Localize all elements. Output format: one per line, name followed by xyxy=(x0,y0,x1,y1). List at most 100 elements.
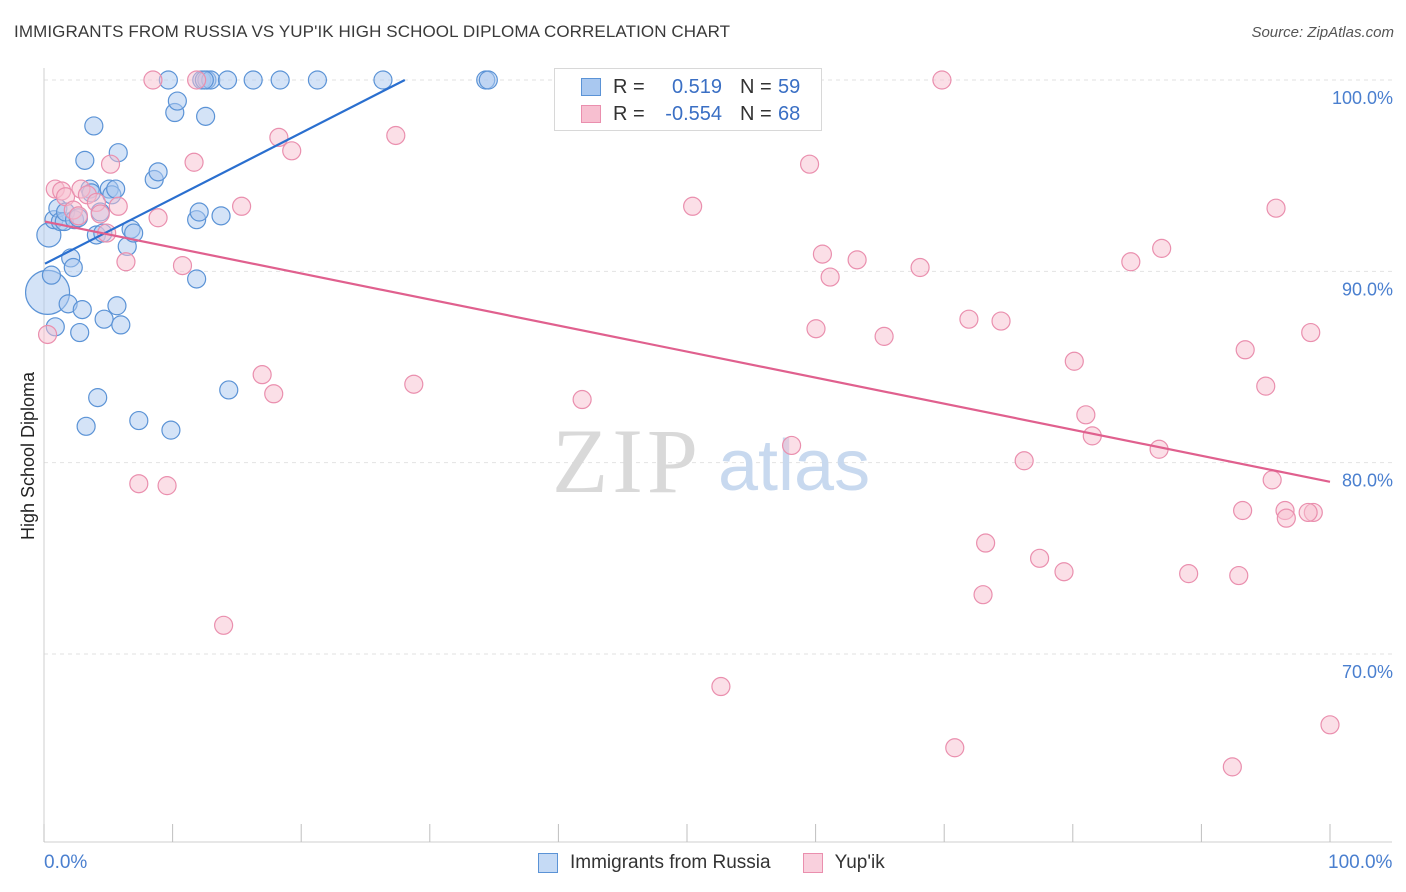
data-point xyxy=(129,474,149,494)
data-point xyxy=(70,322,90,343)
data-point xyxy=(75,150,95,170)
data-point xyxy=(214,615,234,635)
data-point xyxy=(386,125,406,146)
data-point xyxy=(243,70,263,90)
data-point xyxy=(806,319,826,339)
data-point xyxy=(1179,564,1199,584)
data-point xyxy=(63,257,83,278)
bottom-legend-label-russia: Immigrants from Russia xyxy=(570,852,771,873)
watermark-zip: ZIP xyxy=(552,410,702,512)
data-point xyxy=(1298,502,1318,523)
legend-n-label: N = xyxy=(740,75,772,98)
data-point xyxy=(148,208,168,228)
data-point xyxy=(100,154,121,174)
data-point xyxy=(282,141,302,161)
data-point xyxy=(1320,715,1340,735)
legend-row-russia: R = 0.519 N = 59 xyxy=(555,74,800,100)
data-point xyxy=(847,250,867,270)
data-point xyxy=(148,162,168,182)
legend-r-label: R = xyxy=(613,75,645,98)
trend-lines xyxy=(44,79,1331,483)
data-point xyxy=(910,257,930,278)
data-point xyxy=(991,311,1011,331)
legend-r-value: -0.554 xyxy=(665,102,722,125)
data-point xyxy=(88,388,108,408)
legend-n-label: N = xyxy=(740,102,772,125)
data-point xyxy=(90,204,110,224)
data-point xyxy=(217,70,238,90)
data-point xyxy=(1235,340,1255,360)
y-tick-label: 80.0% xyxy=(1342,471,1393,491)
data-point xyxy=(187,70,207,90)
data-point xyxy=(820,267,840,287)
data-point xyxy=(1014,451,1034,471)
data-point xyxy=(94,309,114,329)
data-point xyxy=(184,152,204,172)
legend-r-label: R = xyxy=(613,102,645,125)
bottom-legend-item-yupik[interactable]: Yup'ik xyxy=(802,852,885,874)
y-tick-labels: 100.0% 90.0% 80.0% 70.0% xyxy=(1332,88,1393,682)
data-point xyxy=(1301,322,1321,343)
data-point xyxy=(37,324,58,345)
data-point xyxy=(196,106,216,126)
data-point xyxy=(252,365,272,385)
data-point xyxy=(264,384,284,404)
data-point xyxy=(373,70,393,90)
bottom-legend-label-yupik: Yup'ik xyxy=(834,852,885,873)
data-point xyxy=(404,374,424,394)
data-point xyxy=(270,70,290,90)
y-tick-label: 90.0% xyxy=(1342,279,1393,299)
trend-line-yupik xyxy=(44,220,1331,483)
data-point xyxy=(84,116,104,136)
data-point xyxy=(932,70,952,90)
data-point xyxy=(945,738,965,758)
y-tick-label: 70.0% xyxy=(1342,662,1393,682)
data-point xyxy=(973,585,993,605)
data-point xyxy=(1276,508,1296,528)
data-point xyxy=(211,206,231,226)
data-point xyxy=(711,676,731,697)
data-point xyxy=(157,476,177,496)
y-axis-label: High School Diploma xyxy=(18,371,38,540)
data-point xyxy=(1029,548,1050,568)
data-point xyxy=(106,179,126,199)
data-point xyxy=(108,196,128,216)
data-point xyxy=(683,196,703,216)
data-point xyxy=(232,196,252,216)
data-point xyxy=(41,265,62,285)
legend-swatch-pink xyxy=(581,105,601,123)
data-point xyxy=(219,380,239,400)
y-tick-label: 100.0% xyxy=(1332,88,1393,108)
data-point xyxy=(111,315,131,335)
chart-title: IMMIGRANTS FROM RUSSIA VS YUP'IK HIGH SC… xyxy=(14,22,731,41)
data-point xyxy=(1064,351,1084,371)
bottom-legend-item-russia[interactable]: Immigrants from Russia xyxy=(538,852,771,874)
data-point xyxy=(1229,565,1249,586)
x-tick-label-right: 100.0% xyxy=(1328,852,1393,873)
bottom-legend-swatch-blue xyxy=(538,853,558,873)
data-point xyxy=(1121,252,1141,272)
data-point xyxy=(1233,500,1253,521)
series-yupik xyxy=(37,70,1340,777)
data-point xyxy=(189,202,209,222)
data-point xyxy=(187,269,207,289)
bottom-legend-swatch-pink xyxy=(802,853,823,873)
legend: R = 0.519 N = 59 R = -0.554 N = 68 xyxy=(554,68,822,131)
data-point xyxy=(161,420,181,440)
data-point xyxy=(1222,757,1242,777)
data-point xyxy=(143,70,163,90)
bottom-legend: Immigrants from Russia Yup'ik xyxy=(538,852,917,874)
data-point xyxy=(167,91,187,111)
legend-n-value: 59 xyxy=(778,75,801,98)
data-point xyxy=(1266,198,1286,218)
data-point xyxy=(572,389,592,410)
data-point xyxy=(959,309,979,329)
data-point xyxy=(1054,562,1074,582)
data-point xyxy=(781,435,802,456)
data-point xyxy=(976,533,996,553)
data-point xyxy=(129,410,149,431)
data-point xyxy=(68,206,89,226)
x-tick-label-left: 0.0% xyxy=(44,852,88,873)
data-point xyxy=(1076,405,1096,425)
